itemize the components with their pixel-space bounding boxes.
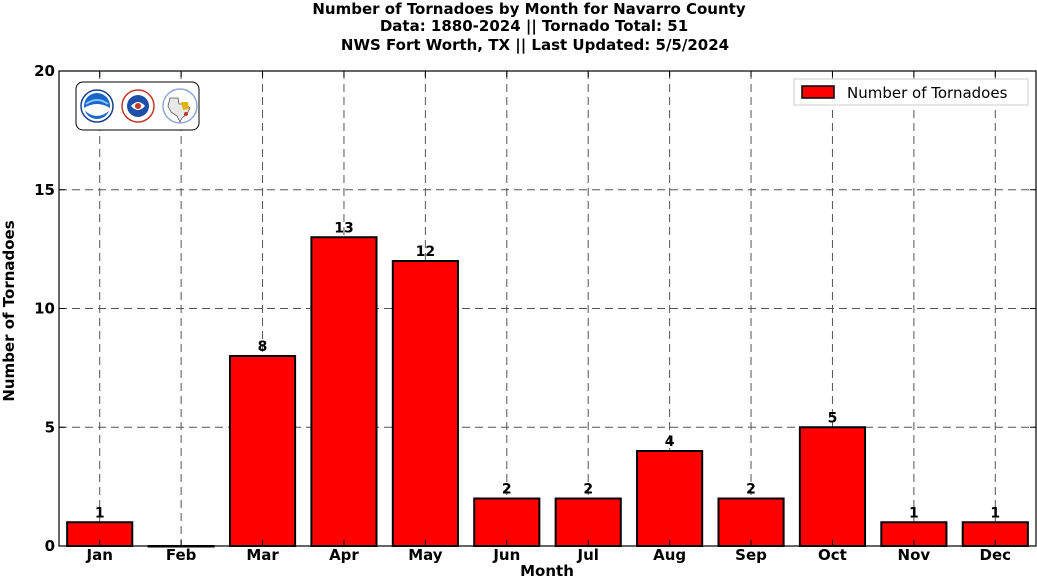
- bar-oct: [798, 426, 867, 547]
- legend: Number of Tornadoes: [793, 78, 1029, 106]
- x-axis-ticks: Jan Feb Mar Apr May Jun Jul Aug Sep Oct Nov Dec: [86, 71, 1012, 564]
- bar-mar: [228, 355, 297, 547]
- bar-may: [391, 260, 459, 547]
- bar-value-label: 1: [909, 505, 919, 521]
- x-tick-label: Jan: [86, 546, 113, 564]
- noaa-logo-icon: [80, 89, 114, 123]
- grid-lines: [59, 71, 1036, 546]
- chart-title-line-1: Number of Tornadoes by Month for Navarro…: [312, 0, 745, 18]
- bar-value-label: 12: [416, 244, 435, 260]
- legend-label: Number of Tornadoes: [847, 84, 1008, 102]
- logos-box: [75, 81, 200, 131]
- chart-title-line-3: NWS Fort Worth, TX || Last Updated: 5/5/…: [341, 36, 729, 55]
- y-tick-label: 5: [45, 418, 55, 436]
- x-tick-label: Dec: [980, 546, 1012, 564]
- x-tick-label: Jun: [492, 546, 520, 564]
- x-tick-label: Oct: [818, 546, 847, 564]
- texas-map-logo-icon: [162, 88, 198, 124]
- x-tick-label: Sep: [735, 546, 767, 564]
- x-tick-label: Aug: [653, 546, 686, 564]
- bars-group: [66, 236, 1029, 548]
- bar-labels-group: 1 8 13 12 2 2 4 2 5 1 1: [95, 220, 1000, 521]
- x-tick-label: Feb: [166, 546, 197, 564]
- y-tick-label: 20: [34, 62, 55, 80]
- bar-value-label: 5: [828, 410, 838, 426]
- bar-value-label: 4: [665, 434, 675, 450]
- bar-apr: [310, 236, 378, 547]
- y-tick-label: 15: [34, 181, 55, 199]
- y-axis-label: Number of Tornadoes: [0, 220, 18, 401]
- bar-sep: [717, 497, 785, 547]
- bar-value-label: 2: [746, 482, 756, 498]
- chart-title-line-2: Data: 1880-2024 || Tornado Total: 51: [380, 17, 688, 36]
- x-tick-label: Jul: [577, 546, 599, 564]
- y-tick-label: 10: [34, 300, 55, 318]
- bar-aug: [636, 450, 704, 547]
- x-tick-label: May: [408, 546, 443, 564]
- nws-logo-icon: [121, 89, 155, 123]
- y-tick-label: 0: [45, 537, 55, 555]
- x-tick-label: Apr: [329, 546, 359, 564]
- legend-swatch: [801, 85, 835, 99]
- bar-value-label: 1: [990, 505, 1000, 521]
- bar-value-label: 8: [258, 339, 268, 355]
- x-tick-label: Nov: [898, 546, 931, 564]
- x-axis-label: Month: [520, 562, 574, 580]
- bar-value-label: 13: [334, 220, 353, 236]
- bar-jun: [473, 497, 541, 547]
- bar-jul: [554, 497, 622, 547]
- bar-value-label: 1: [95, 505, 105, 521]
- bar-value-label: 2: [583, 482, 593, 498]
- bar-value-label: 2: [502, 482, 512, 498]
- x-tick-label: Mar: [246, 546, 279, 564]
